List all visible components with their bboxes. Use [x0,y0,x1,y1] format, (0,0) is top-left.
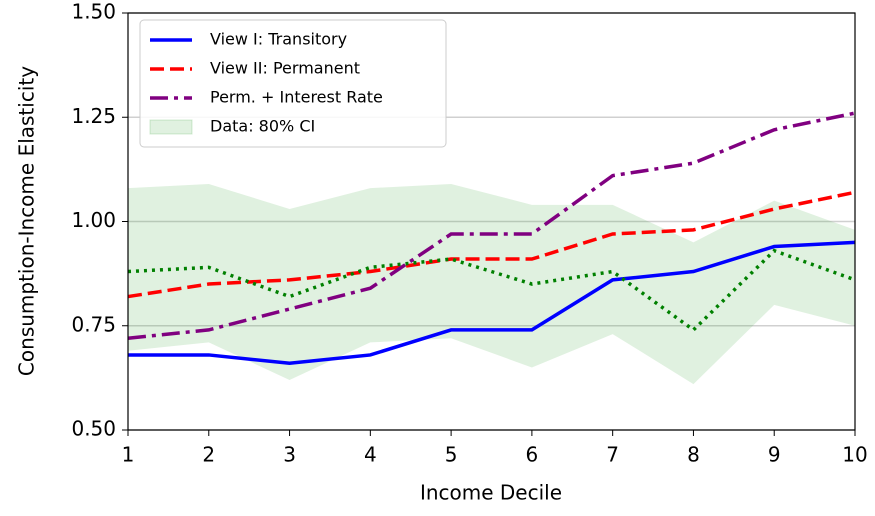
x-tick-label: 6 [526,443,539,467]
line [127,190,856,299]
line [127,111,856,341]
legend-label: Perm. + Interest Rate [210,88,383,107]
x-tick-label: 5 [445,443,458,467]
y-tick-label: 1.00 [71,208,116,232]
x-tick-label: 3 [283,443,296,467]
x-tick-label: 7 [606,443,619,467]
x-tick-label: 1 [122,443,135,467]
y-tick-label: 1.50 [71,0,116,24]
x-tick-label: 9 [768,443,781,467]
legend: View I: Transitory View II: Permanent Perm… [139,19,447,148]
line [128,240,856,366]
x-tick-label: 2 [202,443,215,467]
y-tick-label: 0.75 [71,312,116,336]
legend-swatch [149,119,193,135]
x-axis-label: Income Decile [420,481,562,505]
line [127,248,856,333]
x-tick-label: 8 [687,443,700,467]
legend-label: View II: Permanent [210,59,360,78]
plot-frame [127,12,856,431]
legend-box [139,19,447,148]
legend-label: Data: 80% CI [210,117,315,136]
x-tick-label: 4 [364,443,377,467]
x-tick-label: 10 [842,443,867,467]
y-axis-label: Consumption-Income Elasticity [15,66,39,376]
legend-label: View I: Transitory [210,30,347,49]
y-tick-label: 0.50 [71,417,116,441]
ci-band [128,183,855,385]
y-tick-label: 1.25 [71,104,116,128]
